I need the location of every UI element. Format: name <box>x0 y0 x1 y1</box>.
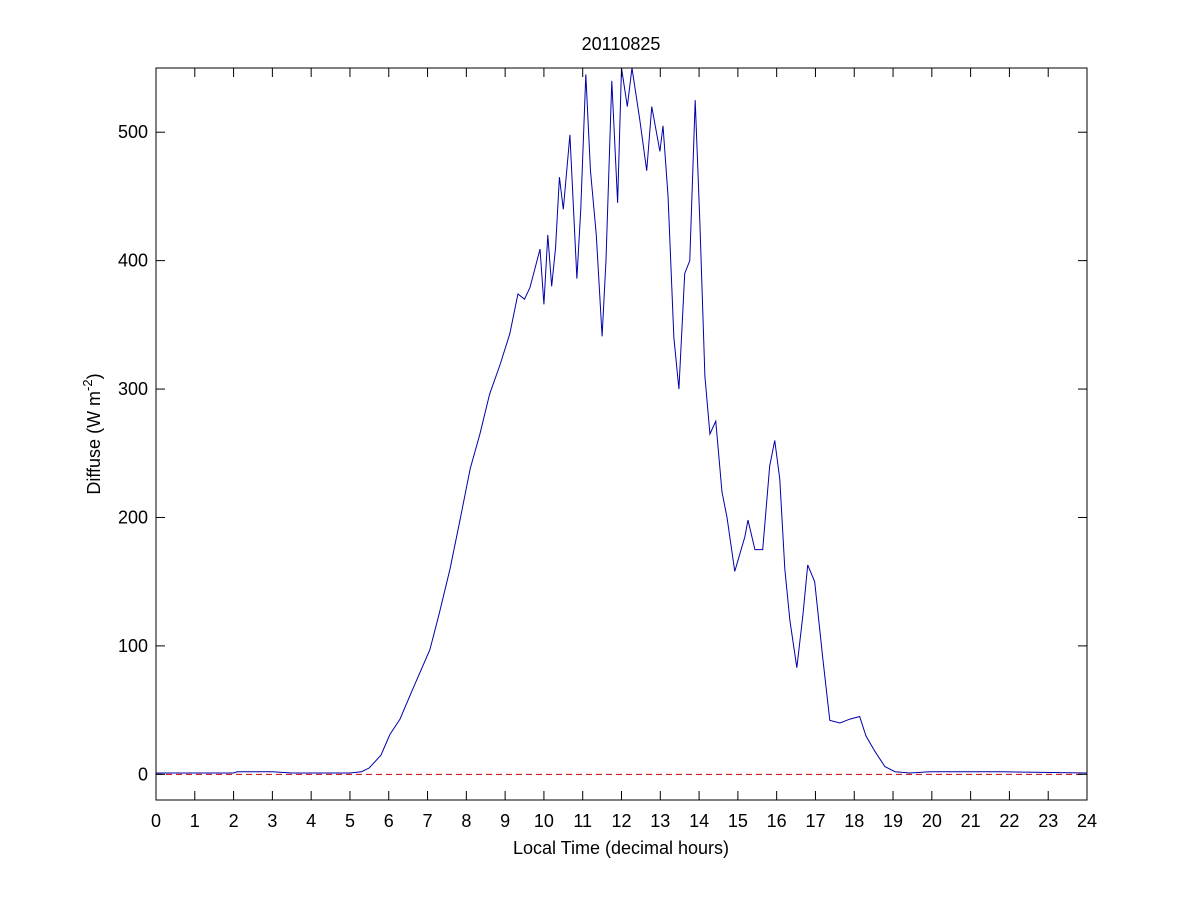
x-tick-label: 19 <box>883 811 903 831</box>
x-tick-label: 22 <box>999 811 1019 831</box>
x-tick-label: 16 <box>767 811 787 831</box>
chart-title: 20110825 <box>582 34 661 54</box>
x-tick-label: 23 <box>1038 811 1058 831</box>
x-tick-label: 14 <box>689 811 709 831</box>
y-tick-label: 300 <box>118 379 148 399</box>
y-tick-label: 0 <box>138 764 148 784</box>
y-tick-label: 100 <box>118 636 148 656</box>
x-tick-label: 3 <box>267 811 277 831</box>
y-label-exponent: -2 <box>80 379 95 391</box>
x-tick-label: 15 <box>728 811 748 831</box>
y-label-main: Diffuse (W m <box>84 391 104 495</box>
x-tick-label: 11 <box>573 811 592 831</box>
x-tick-label: 0 <box>151 811 161 831</box>
y-axis-label: Diffuse (W m-2) <box>80 373 104 494</box>
x-tick-label: 8 <box>461 811 471 831</box>
x-tick-label: 13 <box>650 811 670 831</box>
x-tick-label: 9 <box>500 811 510 831</box>
x-tick-label: 1 <box>190 811 200 831</box>
y-tick-label: 200 <box>118 507 148 527</box>
x-tick-label: 4 <box>306 811 316 831</box>
x-tick-label: 5 <box>345 811 355 831</box>
y-tick-label: 400 <box>118 251 148 271</box>
x-tick-label: 20 <box>922 811 942 831</box>
y-tick-label: 500 <box>118 122 148 142</box>
x-tick-label: 10 <box>534 811 554 831</box>
x-axis-label: Local Time (decimal hours) <box>513 838 729 858</box>
x-tick-label: 21 <box>961 811 981 831</box>
x-tick-label: 17 <box>805 811 825 831</box>
x-tick-label: 6 <box>384 811 394 831</box>
y-label-close: ) <box>84 373 104 379</box>
x-tick-label: 7 <box>423 811 433 831</box>
x-tick-label: 2 <box>229 811 239 831</box>
x-tick-label: 18 <box>844 811 864 831</box>
x-tick-label: 12 <box>611 811 631 831</box>
x-tick-label: 24 <box>1077 811 1097 831</box>
